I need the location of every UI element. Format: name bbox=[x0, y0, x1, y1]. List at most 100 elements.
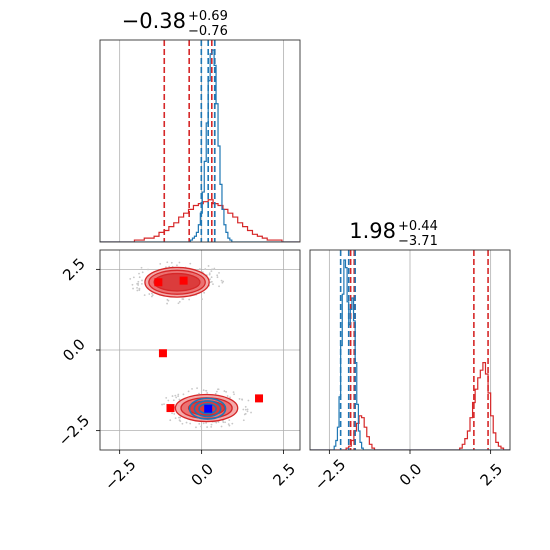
botLeft-sample bbox=[224, 421, 227, 424]
botLeft-sample bbox=[136, 289, 139, 292]
botLeft-sample bbox=[204, 268, 207, 270]
botLeft-marker-1 bbox=[179, 276, 188, 285]
botLeft-sample bbox=[172, 399, 175, 402]
botLeft-sample bbox=[136, 286, 138, 289]
botRight-title: 1.98 +0.44−3.71 bbox=[349, 219, 438, 249]
botLeft-sample bbox=[131, 283, 134, 286]
botLeft-xtick-label: −2.5 bbox=[101, 455, 139, 493]
botLeft-sample bbox=[198, 268, 201, 270]
botLeft-sample bbox=[198, 422, 201, 425]
botLeft-sample bbox=[167, 299, 170, 302]
botLeft-contour-1-0-2 bbox=[198, 403, 217, 415]
botLeft-sample bbox=[246, 408, 249, 411]
botLeft-sample bbox=[187, 390, 190, 393]
botRight-series bbox=[310, 250, 510, 450]
botLeft-sample bbox=[178, 419, 181, 422]
botLeft-sample bbox=[132, 287, 134, 290]
botLeft-marker-0 bbox=[154, 278, 163, 287]
botLeft-sample bbox=[205, 422, 208, 424]
botLeft-sample bbox=[191, 387, 193, 390]
botRight-title-median: 1.98 bbox=[349, 219, 396, 243]
botLeft-sample bbox=[215, 390, 218, 393]
botLeft-sample bbox=[166, 261, 169, 264]
botLeft-sample bbox=[198, 392, 200, 395]
botLeft-sample bbox=[141, 271, 144, 274]
botLeft-sample bbox=[229, 396, 231, 399]
topLeft-series bbox=[100, 40, 300, 242]
botLeft-sample bbox=[210, 270, 213, 273]
botLeft-sample bbox=[143, 294, 146, 297]
botLeft-sample bbox=[169, 419, 172, 422]
botLeft-series bbox=[129, 261, 264, 429]
botLeft-sample bbox=[216, 276, 219, 279]
botLeft-sample bbox=[176, 264, 178, 267]
botLeft-sample bbox=[200, 425, 203, 428]
botLeft-sample bbox=[182, 393, 185, 396]
botLeft-sample bbox=[226, 395, 229, 397]
botLeft-sample bbox=[202, 422, 205, 425]
botLeft-sample bbox=[177, 395, 180, 398]
topLeft-title-minus: −0.76 bbox=[188, 24, 228, 39]
botLeft-sample bbox=[137, 280, 140, 283]
botLeft-sample bbox=[221, 281, 224, 284]
botLeft-ytick-label: −2.5 bbox=[55, 411, 93, 449]
botLeft-sample bbox=[181, 298, 184, 300]
botLeft-contour-1-0-0 bbox=[188, 397, 227, 420]
botLeft-sample bbox=[227, 423, 230, 425]
botLeft-sample bbox=[150, 295, 153, 298]
botLeft-sample bbox=[208, 272, 211, 275]
botLeft-sample bbox=[210, 423, 213, 426]
botLeft-sample bbox=[217, 388, 219, 391]
botLeft-sample bbox=[228, 424, 231, 427]
botRight-xtick-label: −2.5 bbox=[311, 455, 349, 493]
botLeft-sample bbox=[171, 395, 174, 397]
topLeft-hist-0 bbox=[100, 199, 300, 242]
botLeft-sample bbox=[218, 271, 220, 274]
botLeft-sample bbox=[207, 265, 210, 267]
botLeft-marker-2 bbox=[158, 349, 167, 358]
botLeft-sample bbox=[178, 300, 181, 303]
botLeft-xtick-label: 2.5 bbox=[270, 460, 300, 490]
botLeft-sample bbox=[210, 276, 213, 279]
botLeft-sample bbox=[222, 421, 225, 424]
botLeft-sample bbox=[177, 393, 180, 396]
botLeft-sample bbox=[132, 276, 135, 279]
botLeft-sample bbox=[220, 425, 223, 428]
botLeft-sample bbox=[148, 293, 151, 295]
botLeft-sample bbox=[233, 393, 235, 396]
botLeft-sample bbox=[168, 265, 171, 268]
botLeft-sample bbox=[244, 405, 247, 408]
botLeft-xtick-label: 0.0 bbox=[188, 460, 218, 490]
botLeft-sample bbox=[151, 294, 154, 297]
botLeft-sample bbox=[171, 412, 173, 415]
botLeft-ytick-label: 0.0 bbox=[59, 335, 89, 365]
botLeft-sample bbox=[178, 398, 181, 401]
botLeft-sample bbox=[203, 291, 206, 294]
botLeft-sample bbox=[159, 262, 162, 265]
botLeft-sample bbox=[244, 408, 247, 411]
botLeft-sample bbox=[205, 389, 208, 392]
botLeft-sample bbox=[188, 298, 191, 301]
botRight-axes bbox=[328, 250, 492, 450]
botLeft-sample bbox=[238, 398, 241, 400]
botLeft-sample bbox=[138, 272, 140, 275]
botRight-title-minus: −3.71 bbox=[398, 234, 438, 249]
botLeft-sample bbox=[246, 410, 249, 413]
botLeft-sample bbox=[137, 282, 139, 285]
botLeft-sample bbox=[241, 398, 243, 401]
botLeft-sample bbox=[202, 389, 205, 392]
botLeft-sample bbox=[228, 419, 231, 422]
botLeft-sample bbox=[161, 403, 163, 406]
botRight-hist-0 bbox=[310, 362, 510, 450]
botLeft-sample bbox=[218, 285, 220, 288]
botLeft-sample bbox=[201, 298, 203, 301]
botLeft-sample bbox=[210, 425, 213, 428]
topLeft-hist-1 bbox=[100, 49, 299, 242]
topLeft-title: −0.38 +0.69−0.76 bbox=[122, 9, 228, 39]
botLeft-sample bbox=[163, 403, 165, 406]
botLeft-sample bbox=[231, 422, 234, 425]
botLeft-sample bbox=[165, 397, 168, 399]
botLeft-sample bbox=[220, 279, 223, 282]
botLeft-ytick-label: 2.5 bbox=[59, 255, 89, 285]
